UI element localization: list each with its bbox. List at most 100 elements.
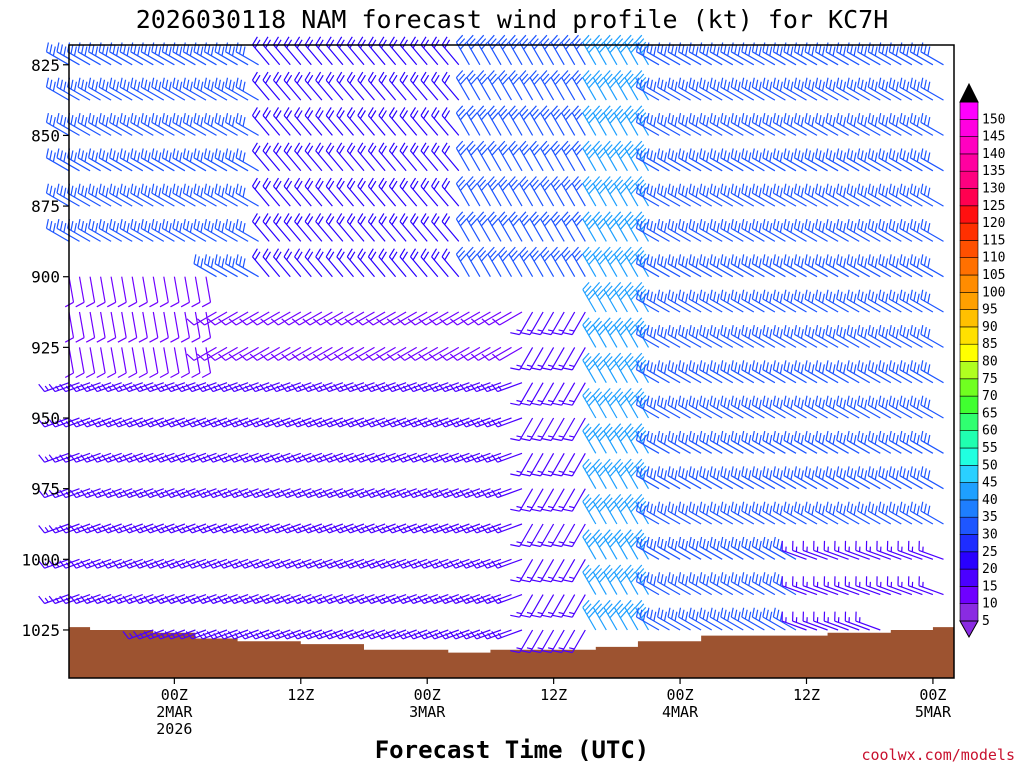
wind-barb: [466, 211, 481, 242]
wind-barb: [657, 289, 681, 313]
wind-barb: [772, 501, 797, 525]
wind-barb: [603, 423, 618, 454]
wind-barb: [541, 558, 565, 583]
wind-barb: [225, 42, 249, 66]
wind-barb: [613, 34, 628, 66]
wind-barb: [657, 607, 681, 631]
wind-barb: [699, 289, 723, 313]
wind-barb: [562, 311, 586, 336]
wind-barb: [688, 466, 713, 490]
wind-barb: [857, 77, 881, 101]
wind-barb: [888, 360, 913, 384]
wind-barb: [634, 423, 650, 454]
wind-barb: [510, 629, 534, 654]
wind-barb: [312, 346, 344, 361]
wind-barb: [262, 36, 281, 66]
wind-barb: [624, 176, 639, 207]
wind-barb: [657, 324, 681, 348]
wind-barb: [624, 34, 639, 66]
wind-barb: [815, 148, 839, 172]
wind-barb: [476, 140, 491, 172]
wind-barb: [846, 430, 871, 454]
wind-barb: [159, 347, 169, 379]
wind-barb: [529, 140, 544, 172]
wind-barb: [844, 540, 870, 560]
y-tick-label: 950: [31, 409, 60, 428]
wind-barb: [720, 466, 744, 490]
wind-barb: [466, 34, 481, 66]
wind-barb: [709, 289, 734, 313]
wind-barb: [720, 218, 744, 242]
wind-barb: [667, 112, 691, 136]
wind-barb: [857, 289, 881, 313]
colorbar-label: 75: [982, 372, 998, 387]
wind-barb: [909, 324, 934, 348]
wind-barb: [878, 148, 902, 172]
wind-barb: [888, 324, 913, 348]
wind-barb: [793, 112, 818, 136]
wind-barb: [720, 254, 744, 278]
y-tick-label: 975: [31, 480, 60, 499]
wind-barb: [431, 107, 449, 136]
wind-barb: [571, 211, 586, 242]
wind-barb: [497, 140, 513, 172]
wind-barb: [225, 254, 249, 278]
wind-barb: [762, 536, 786, 560]
wind-barb: [431, 142, 449, 172]
wind-barb: [582, 529, 597, 560]
wind-barb: [180, 347, 190, 379]
wind-barb: [476, 105, 491, 136]
wind-barb: [667, 607, 691, 631]
wind-barb: [888, 218, 913, 242]
wind-barb: [367, 36, 386, 66]
wind-barb: [109, 112, 133, 136]
wind-barb: [886, 576, 913, 596]
wind-barb: [867, 501, 892, 525]
wind-barb: [420, 142, 439, 172]
wind-barb: [441, 248, 460, 278]
wind-barb: [878, 466, 902, 490]
colorbar-label: 120: [982, 216, 1005, 231]
wind-barb: [98, 148, 123, 172]
wind-barb: [836, 183, 860, 207]
wind-barb: [751, 112, 776, 136]
wind-barb: [107, 276, 117, 308]
wind-barb: [878, 42, 902, 66]
wind-barb: [815, 112, 839, 136]
wind-barb: [302, 346, 333, 361]
wind-barb: [592, 599, 607, 631]
wind-barb: [857, 42, 881, 66]
wind-barb: [678, 77, 702, 101]
wind-barb: [151, 183, 175, 207]
wind-barb: [836, 254, 860, 278]
wind-barb: [149, 311, 159, 343]
wind-barb: [439, 346, 470, 361]
credit-link[interactable]: coolwx.com/models: [861, 746, 1015, 764]
wind-barb: [161, 112, 186, 136]
wind-barb: [804, 77, 828, 101]
wind-barb: [159, 276, 169, 308]
wind-barb: [399, 213, 418, 242]
wind-barb: [262, 142, 281, 172]
wind-barb: [634, 282, 650, 313]
wind-barb: [762, 254, 786, 278]
wind-barb: [699, 183, 723, 207]
wind-barb: [613, 140, 628, 172]
wind-barb: [336, 177, 354, 207]
wind-barb: [878, 77, 902, 101]
wind-barb: [214, 254, 238, 278]
wind-barb: [646, 148, 670, 172]
wind-barb: [409, 248, 428, 278]
wind-barb: [741, 254, 765, 278]
colorbar-swatch: [959, 257, 979, 276]
wind-barb: [191, 276, 201, 308]
wind-barb: [582, 317, 597, 348]
wind-barb: [197, 346, 228, 361]
wind-barb: [720, 183, 744, 207]
wind-barb: [635, 218, 660, 242]
wind-barb: [249, 346, 281, 361]
wind-barb: [562, 594, 586, 618]
wind-barb: [793, 254, 818, 278]
wind-barb: [225, 148, 249, 172]
wind-barb: [531, 382, 555, 406]
